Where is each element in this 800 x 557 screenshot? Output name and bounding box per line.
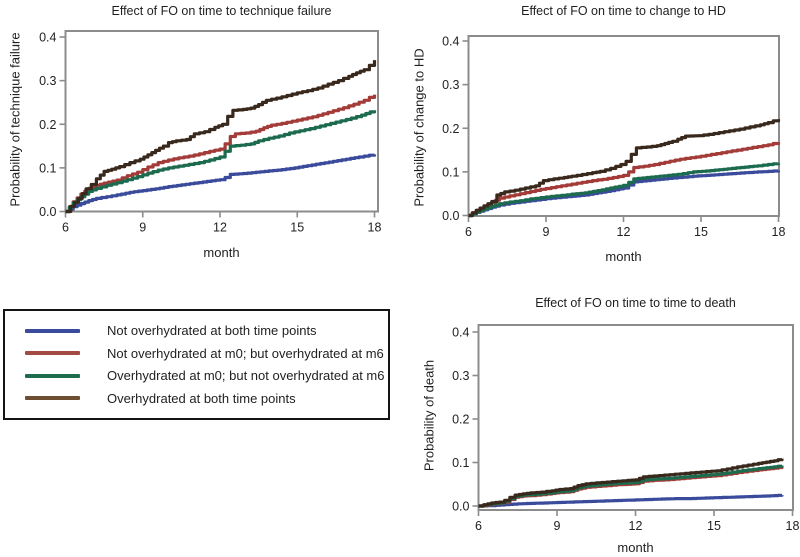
x-tick-label: 12: [213, 221, 227, 235]
x-tick-label: 9: [554, 519, 561, 533]
legend-item: Not overhydrated at both time points: [5, 320, 388, 343]
y-tick-label: 0.1: [39, 161, 56, 175]
series-curve: [468, 162, 781, 218]
y-tick-label: 0.1: [442, 165, 459, 179]
x-tick-label: 6: [475, 519, 482, 533]
legend-box: Not overhydrated at both time points Not…: [3, 309, 390, 420]
series-curve: [478, 493, 784, 508]
legend-item-label: Not overhydrated at both time points: [107, 323, 317, 339]
legend-line-swatch-green: [25, 373, 80, 378]
y-tick-label: 0.4: [39, 31, 56, 45]
legend-item: Overhydrated at both time points: [5, 387, 388, 410]
chart3-y-axis-label: Probability of death: [421, 359, 437, 472]
x-tick-label: 15: [290, 221, 304, 235]
chart1-x-axis-label: month: [203, 245, 240, 260]
legend-item-label: Not overhydrated at m0; but overhydrated…: [107, 345, 384, 361]
y-tick-label: 0.4: [442, 35, 459, 49]
x-tick-label: 12: [617, 225, 631, 239]
chart2-x-axis-label: month: [605, 249, 642, 264]
x-tick-label: 9: [543, 225, 550, 239]
plot-frame: [64, 30, 379, 213]
y-tick-label: 0.1: [452, 456, 469, 470]
y-tick-label: 0.3: [39, 74, 56, 88]
series-curve: [65, 94, 377, 214]
legend-item-label: Overhydrated at both time points: [107, 390, 296, 406]
x-tick-label: 18: [772, 225, 786, 239]
series-curve: [468, 119, 781, 218]
x-tick-label: 15: [707, 519, 721, 533]
chart2-title: Effect of FO on time to change to HD: [521, 4, 726, 18]
series-curve: [468, 141, 781, 218]
x-tick-label: 12: [629, 519, 643, 533]
chart3-x-axis-label: month: [617, 540, 654, 555]
y-tick-label: 0.3: [452, 369, 469, 383]
y-tick-label: 0.2: [452, 413, 469, 427]
legend-line-swatch-brown: [25, 396, 80, 401]
x-tick-label: 6: [62, 221, 69, 235]
legend-item: Not overhydrated at m0; but overhydrated…: [5, 342, 388, 365]
y-tick-label: 0.0: [452, 500, 469, 514]
legend-item-label: Overhydrated at m0; but not overhydrated…: [107, 368, 385, 384]
chart1-title: Effect of FO on time to technique failur…: [111, 4, 332, 18]
chart2-y-axis-label: Probability of change to HD: [411, 48, 427, 207]
y-tick-label: 0.0: [39, 205, 56, 219]
y-tick-label: 0.2: [442, 122, 459, 136]
chart3-title: Effect of FO on time to time to death: [535, 296, 736, 310]
series-curve: [65, 153, 377, 214]
series-curve: [65, 110, 377, 214]
series-curve: [478, 458, 784, 508]
y-tick-label: 0.4: [452, 326, 469, 340]
y-tick-label: 0.0: [442, 209, 459, 223]
x-tick-label: 18: [368, 221, 382, 235]
chart1-y-axis-label: Probability of technique failure: [7, 32, 23, 207]
y-tick-label: 0.2: [39, 118, 56, 132]
x-tick-label: 6: [465, 225, 472, 239]
legend-item: Overhydrated at m0; but not overhydrated…: [5, 365, 388, 388]
legend-line-swatch-blue: [25, 328, 80, 333]
x-tick-label: 9: [139, 221, 146, 235]
legend-line-swatch-red: [25, 351, 80, 356]
x-tick-label: 15: [694, 225, 708, 239]
x-tick-label: 18: [786, 519, 800, 533]
series-curve: [65, 60, 377, 214]
y-tick-label: 0.3: [442, 78, 459, 92]
